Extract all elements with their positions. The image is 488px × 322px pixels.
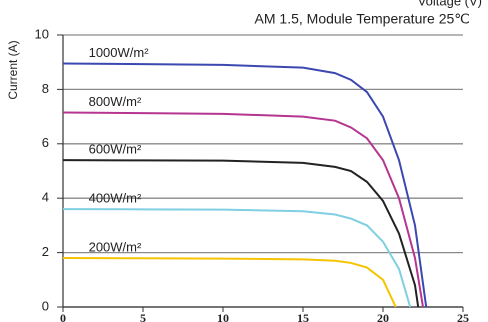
series-label: 600W/m² bbox=[89, 142, 142, 157]
series-line bbox=[62, 257, 397, 308]
subtitle: AM 1.5, Module Temperature 25℃ bbox=[255, 11, 470, 27]
x-tick-label: 5 bbox=[140, 311, 146, 322]
y-axis-label: Current (A) bbox=[6, 40, 20, 99]
x-tick-label: 10 bbox=[217, 311, 229, 322]
series-line bbox=[62, 62, 428, 308]
x-tick-label: 25 bbox=[457, 311, 469, 322]
series-line bbox=[62, 159, 420, 308]
y-tick-label: 10 bbox=[35, 26, 49, 41]
x-tick-label: 15 bbox=[297, 311, 309, 322]
series-label: 1000W/m² bbox=[89, 45, 150, 60]
y-tick-label: 4 bbox=[42, 190, 49, 205]
series-label: 800W/m² bbox=[89, 94, 142, 109]
x-axis-label: Voltage (V) bbox=[418, 0, 482, 8]
series-label: 200W/m² bbox=[89, 239, 142, 254]
y-tick-label: 6 bbox=[42, 135, 49, 150]
x-tick-label: 20 bbox=[377, 311, 389, 322]
y-tick-label: 0 bbox=[42, 298, 49, 313]
y-tick-label: 8 bbox=[42, 81, 49, 96]
series-line bbox=[62, 111, 424, 308]
y-tick-label: 2 bbox=[42, 244, 49, 259]
x-tick-label: 0 bbox=[60, 311, 66, 322]
series-label: 400W/m² bbox=[89, 191, 142, 206]
series-line bbox=[62, 208, 412, 308]
